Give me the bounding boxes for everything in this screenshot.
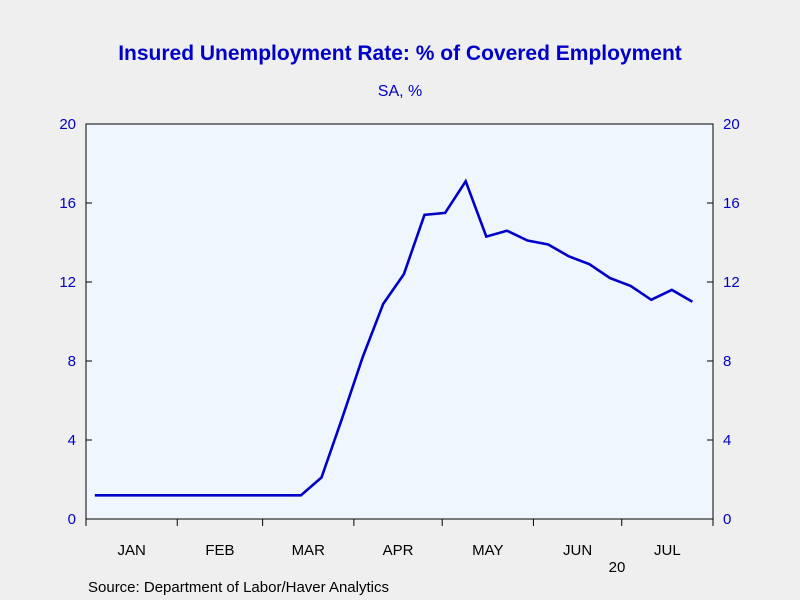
y-tick-label: 0 xyxy=(68,511,76,528)
y-tick-label: 4 xyxy=(723,432,731,449)
y-tick-label: 8 xyxy=(723,353,731,370)
y-tick-label: 12 xyxy=(723,274,740,291)
x-tick-label: JUN xyxy=(563,542,592,559)
chart-title: Insured Unemployment Rate: % of Covered … xyxy=(118,42,682,65)
y-tick-label: 12 xyxy=(59,274,76,291)
y-tick-label: 20 xyxy=(59,116,76,133)
x-tick-label: JAN xyxy=(117,542,145,559)
chart-subtitle: SA, % xyxy=(378,83,422,100)
x-tick-label: MAY xyxy=(472,542,503,559)
y-tick-label: 20 xyxy=(723,116,740,133)
x-tick-label: MAR xyxy=(292,542,326,559)
year-label: 20 xyxy=(609,559,626,576)
left-y-axis: 0 4 8 12 16 20 xyxy=(59,116,92,528)
y-tick-label: 16 xyxy=(723,195,740,212)
series-layer xyxy=(94,178,694,497)
right-y-axis: 0 4 8 12 16 20 xyxy=(707,116,740,528)
plot-area xyxy=(85,123,714,520)
x-tick-label: FEB xyxy=(205,542,234,559)
y-tick-label: 0 xyxy=(723,511,731,528)
x-axis: JAN FEB MAR APR MAY JUN JUL xyxy=(85,519,714,559)
y-tick-label: 16 xyxy=(59,195,76,212)
y-tick-label: 8 xyxy=(68,353,76,370)
y-tick-label: 4 xyxy=(68,432,76,449)
x-tick-label: APR xyxy=(383,542,414,559)
x-tick-label: JUL xyxy=(654,542,681,559)
series-line xyxy=(94,178,694,497)
source-note: Source: Department of Labor/Haver Analyt… xyxy=(88,579,389,596)
